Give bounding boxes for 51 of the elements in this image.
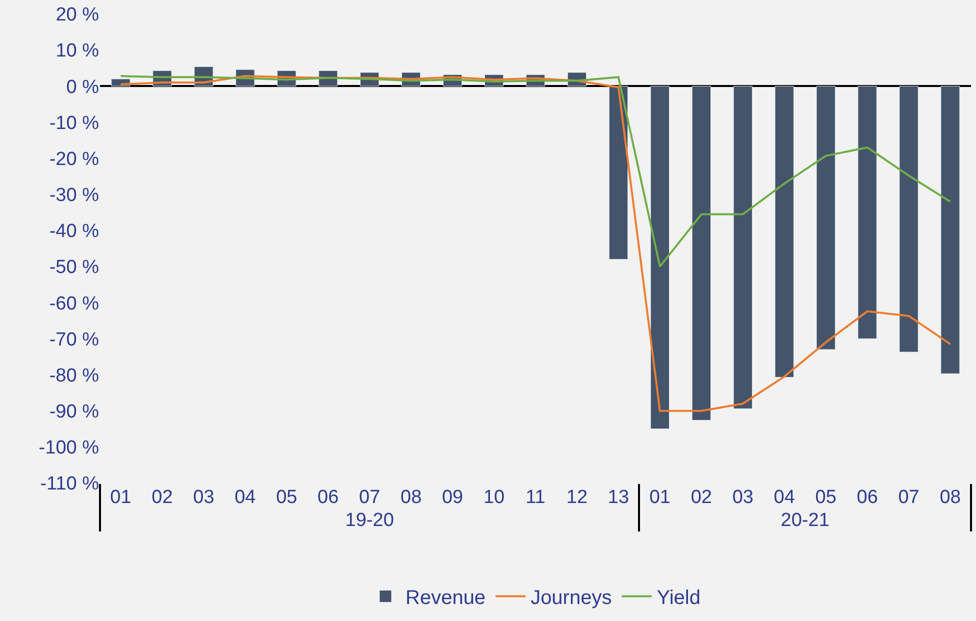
x-tick-label: 03 bbox=[193, 487, 214, 508]
x-tick-label: 01 bbox=[110, 487, 132, 508]
y-tick-label: 20 % bbox=[56, 4, 100, 26]
bar bbox=[858, 86, 877, 339]
legend-label: Yield bbox=[656, 587, 700, 610]
y-tick-label: 10 % bbox=[56, 40, 100, 62]
x-tick-label: 07 bbox=[898, 487, 920, 508]
y-tick-label: 0 % bbox=[66, 76, 100, 98]
bar bbox=[650, 86, 670, 430]
y-tick-label: -110 % bbox=[40, 474, 100, 495]
x-tick-label: 10 bbox=[483, 487, 505, 508]
x-tick-label: 02 bbox=[152, 487, 173, 508]
legend-label: Revenue bbox=[406, 587, 486, 610]
y-tick-label: -50 % bbox=[49, 257, 100, 278]
bar bbox=[608, 86, 628, 260]
y-tick-label: -40 % bbox=[49, 221, 100, 242]
x-tick-label: 05 bbox=[815, 487, 836, 508]
y-tick-label: -70 % bbox=[49, 329, 100, 350]
x-tick-label: 06 bbox=[856, 487, 878, 508]
y-tick-label: -10 % bbox=[49, 112, 100, 134]
y-tick-label: -80 % bbox=[49, 365, 100, 386]
bar bbox=[899, 86, 918, 352]
y-tick-label: -90 % bbox=[49, 402, 100, 422]
x-tick-label: 07 bbox=[359, 487, 380, 508]
x-tick-label: 04 bbox=[774, 487, 796, 508]
text: 20-21 bbox=[780, 510, 830, 531]
x-tick-label: 11 bbox=[526, 487, 546, 508]
x-tick-label: 01 bbox=[649, 487, 670, 508]
bar bbox=[816, 86, 836, 350]
bar bbox=[692, 86, 711, 420]
x-tick-label: 12 bbox=[566, 487, 588, 508]
x-tick-label: 04 bbox=[234, 487, 256, 508]
y-tick-label: -30 % bbox=[49, 185, 100, 206]
x-tick-label: 09 bbox=[442, 487, 464, 508]
y-tick-label: -20 % bbox=[49, 148, 100, 170]
bar bbox=[733, 86, 752, 409]
legend-label: Journeys bbox=[530, 587, 612, 610]
x-tick-label: 03 bbox=[732, 487, 754, 508]
bar bbox=[774, 86, 794, 378]
x-tick-label: 08 bbox=[400, 487, 422, 508]
line-series bbox=[120, 75, 952, 268]
text: 19-20 bbox=[345, 510, 394, 531]
y-tick-label: -100 % bbox=[38, 438, 100, 459]
x-tick-label: 05 bbox=[276, 487, 298, 508]
y-tick-label: -60 % bbox=[49, 293, 100, 314]
x-tick-label: 13 bbox=[608, 487, 630, 508]
x-tick-label: 06 bbox=[318, 487, 339, 508]
x-tick-label: 08 bbox=[940, 487, 961, 508]
line-series bbox=[120, 75, 952, 412]
x-tick-label: 02 bbox=[690, 487, 712, 508]
bar bbox=[940, 86, 960, 374]
